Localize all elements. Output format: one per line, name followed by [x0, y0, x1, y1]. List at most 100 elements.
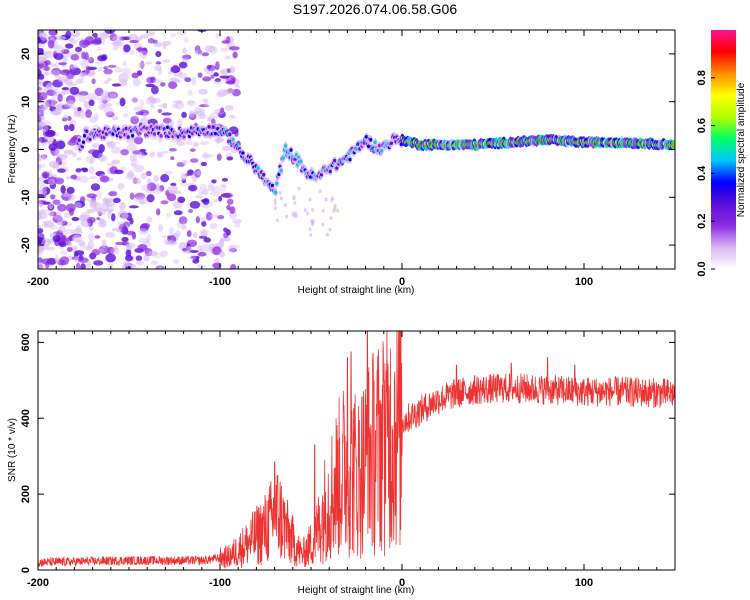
spectrogram-noise-cell [209, 191, 220, 197]
spectrogram-noise-cell [133, 136, 144, 145]
spectrogram-ridge-cell [672, 142, 675, 147]
spectrogram-noise-cell [230, 264, 237, 269]
spectrogram-noise-cell [99, 218, 105, 225]
spectrogram-noise-cell [167, 185, 179, 193]
spectrogram-noise-cell [93, 260, 104, 266]
spectrogram-noise-cell [176, 141, 186, 147]
spectrogram-noise-cell [162, 43, 167, 50]
spectrogram-tail-cell [318, 189, 322, 194]
spectrogram-noise-cell [186, 101, 197, 107]
spectrogram-ridge-cell [77, 138, 81, 142]
spectrogram-ridge-cell [275, 181, 279, 186]
spectrogram-noise-cell [214, 257, 220, 263]
spectrogram-tail-cell [283, 203, 287, 208]
spectrogram-noise-cell [53, 40, 59, 50]
spectrogram-noise-cell [171, 103, 179, 109]
spectrogram-noise-cell [72, 152, 77, 158]
spectrogram-tail-cell [328, 227, 332, 232]
spectrogram-noise-cell [201, 188, 209, 196]
spectrogram-noise-cell [178, 72, 187, 80]
spectrogram-noise-cell [53, 45, 65, 54]
spectrogram-noise-cell [193, 142, 199, 148]
spectrogram-noise-cell [200, 229, 208, 237]
spectrogram-noise-cell [220, 107, 225, 113]
spectrogram-noise-cell [201, 52, 210, 57]
spectrogram-noise-cell [197, 72, 203, 78]
spectrogram-noise-cell [145, 83, 155, 88]
spectrogram-noise-cell [161, 112, 172, 116]
spectrogram-ridge-cell [289, 148, 293, 152]
spectrogram-noise-cell [96, 190, 103, 200]
spectrogram-noise-cell [38, 185, 47, 192]
spectrogram-noise-cell [220, 47, 229, 52]
spectrogram-noise-cell [103, 80, 109, 84]
spectrogram-ridge-cell [88, 137, 92, 142]
spectrogram-noise-cell [112, 197, 121, 204]
spectrogram-noise-cell [123, 113, 129, 118]
spectrogram-noise-cell [197, 113, 207, 120]
spectrogram-noise-cell [38, 62, 44, 70]
spectrogram-noise-cell [164, 170, 173, 175]
spectrogram-noise-cell [200, 244, 211, 254]
spectrogram-noise-cell [87, 232, 96, 242]
spectrogram-noise-cell [66, 71, 75, 80]
spectrogram-noise-cell [55, 140, 66, 150]
spectrogram-noise-cell [119, 97, 126, 107]
spectrogram-noise-cell [204, 98, 209, 107]
spectrogram-noise-cell [114, 169, 124, 175]
spectrogram-noise-cell [130, 162, 137, 168]
spectrogram-noise-cell [62, 114, 69, 122]
spectrogram-noise-cell [38, 95, 44, 102]
spectrogram-noise-cell [48, 202, 54, 210]
spectrogram-tail-cell [303, 208, 307, 213]
spectrogram-noise-cell [147, 250, 158, 257]
snr-xlabel: Height of straight line (km) [298, 585, 415, 596]
spectrogram-ridge-cell [369, 137, 373, 142]
spectrogram-noise-cell [87, 240, 95, 249]
spectrogram-noise-cell [78, 114, 88, 119]
spectrogram-noise-cell [103, 103, 113, 107]
spectrogram-noise-cell [78, 91, 89, 96]
spectrogram-noise-cell [129, 217, 134, 225]
spectrogram-image [38, 30, 675, 269]
spectrogram-noise-cell [194, 168, 202, 178]
spectrogram-noise-cell [38, 236, 43, 245]
spectrogram-noise-cell [38, 30, 42, 37]
spectrogram-noise-cell [197, 251, 207, 257]
spectrogram-noise-cell [146, 233, 152, 242]
spectrogram-ridge-cell [348, 157, 352, 162]
spectrogram-noise-cell [211, 186, 222, 194]
spectrogram-noise-cell [221, 145, 232, 151]
spectrogram-noise-cell [78, 257, 89, 263]
spectrogram-noise-cell [226, 198, 234, 205]
spectrogram-noise-cell [38, 196, 41, 203]
spectrogram-ridge-cell [366, 144, 371, 149]
spectrogram-noise-cell [69, 86, 80, 95]
spectrogram-noise-cell [168, 226, 174, 236]
spectrogram-noise-cell [75, 51, 82, 55]
spectrogram-noise-cell [213, 137, 225, 143]
spectrogram-noise-cell [40, 120, 52, 126]
spectrogram-noise-cell [220, 184, 227, 188]
spectrogram-ridge-cell [279, 168, 283, 173]
spectrogram-noise-cell [85, 155, 96, 164]
spectrogram-noise-cell [200, 161, 208, 167]
spectrogram-noise-cell [75, 78, 84, 84]
spectrogram-noise-cell [79, 242, 86, 249]
spectrogram-noise-cell [218, 239, 225, 248]
spectrogram-noise-cell [38, 230, 43, 235]
spectrogram-noise-cell [38, 73, 45, 81]
snr-ticks: -200 -100 0 100 0 200 400 600 [20, 331, 676, 589]
spectrogram-noise-cell [112, 227, 122, 232]
spectrogram-noise-cell [125, 173, 136, 181]
spectrogram-tail-cell [273, 198, 277, 203]
spectrogram-noise-cell [47, 176, 57, 180]
spectrogram-noise-cell [38, 121, 45, 130]
spectrogram-noise-cell [221, 40, 230, 44]
spectrogram-noise-cell [138, 237, 150, 244]
spectrogram-noise-cell [117, 183, 125, 190]
spectrogram-tail-cell [308, 197, 312, 202]
spectrogram-noise-cell [221, 177, 229, 182]
